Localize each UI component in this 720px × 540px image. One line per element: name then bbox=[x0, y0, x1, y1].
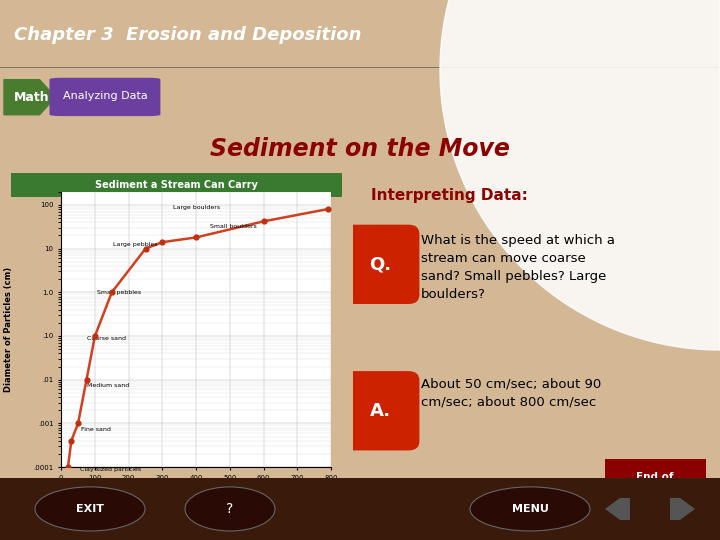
Point bbox=[81, 375, 92, 384]
FancyBboxPatch shape bbox=[600, 456, 711, 510]
Ellipse shape bbox=[185, 487, 275, 531]
FancyArrow shape bbox=[4, 79, 55, 115]
Point bbox=[62, 463, 73, 471]
Text: Large pebbles: Large pebbles bbox=[113, 242, 158, 247]
Text: A.: A. bbox=[370, 402, 391, 420]
Text: Sediment a Stream Can Carry: Sediment a Stream Can Carry bbox=[95, 180, 258, 190]
Text: ?: ? bbox=[226, 502, 233, 516]
Text: Q.: Q. bbox=[369, 255, 392, 273]
Ellipse shape bbox=[35, 487, 145, 531]
Text: Sediment on the Move: Sediment on the Move bbox=[210, 137, 510, 160]
Text: Interpreting Data:: Interpreting Data: bbox=[371, 188, 528, 203]
Point bbox=[258, 217, 269, 226]
Text: Small boulders: Small boulders bbox=[210, 224, 256, 229]
FancyBboxPatch shape bbox=[342, 371, 419, 450]
Text: Coarse sand: Coarse sand bbox=[86, 336, 125, 341]
Point bbox=[190, 233, 202, 242]
Text: EXIT: EXIT bbox=[76, 504, 104, 514]
Text: Fine sand: Fine sand bbox=[81, 427, 112, 431]
FancyArrow shape bbox=[605, 498, 630, 520]
Point bbox=[322, 205, 333, 213]
Point bbox=[72, 419, 84, 428]
Point bbox=[157, 238, 168, 246]
FancyBboxPatch shape bbox=[11, 173, 342, 197]
Text: About 50 cm/sec; about 90
cm/sec; about 800 cm/sec: About 50 cm/sec; about 90 cm/sec; about … bbox=[421, 377, 601, 408]
Point bbox=[66, 436, 77, 445]
Text: MENU: MENU bbox=[512, 504, 549, 514]
Text: Medium sand: Medium sand bbox=[86, 383, 129, 388]
FancyBboxPatch shape bbox=[50, 78, 161, 116]
Text: Large boulders: Large boulders bbox=[173, 205, 220, 210]
FancyBboxPatch shape bbox=[0, 478, 720, 540]
Ellipse shape bbox=[470, 487, 590, 531]
Text: What is the speed at which a
stream can move coarse
sand? Small pebbles? Large
b: What is the speed at which a stream can … bbox=[421, 234, 615, 301]
Text: Analyzing Data: Analyzing Data bbox=[63, 91, 148, 101]
Polygon shape bbox=[440, 0, 720, 350]
X-axis label: Stream Velocity (cm/sec): Stream Velocity (cm/sec) bbox=[137, 487, 256, 495]
Text: End of
Slide: End of Slide bbox=[636, 472, 674, 495]
Text: Clay-sized particles: Clay-sized particles bbox=[80, 467, 141, 472]
FancyBboxPatch shape bbox=[342, 225, 419, 304]
Text: Math: Math bbox=[14, 91, 50, 104]
Point bbox=[89, 332, 101, 340]
Text: Small pebbles: Small pebbles bbox=[96, 291, 141, 295]
FancyArrow shape bbox=[670, 498, 695, 520]
Text: Chapter 3  Erosion and Deposition: Chapter 3 Erosion and Deposition bbox=[14, 26, 362, 44]
Point bbox=[106, 288, 117, 296]
Y-axis label: Diameter of Particles (cm): Diameter of Particles (cm) bbox=[4, 267, 13, 392]
Point bbox=[140, 244, 151, 253]
